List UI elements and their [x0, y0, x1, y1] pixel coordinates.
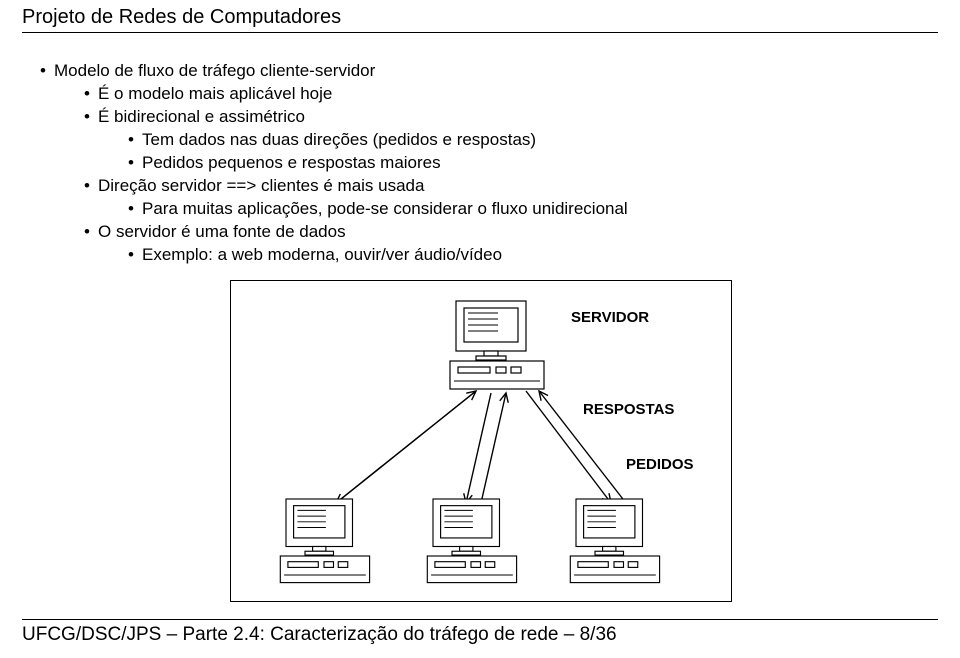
bullet-text: O servidor é uma fonte de dados — [98, 222, 346, 241]
bullet-text: Para muitas aplicações, pode-se consider… — [142, 199, 628, 218]
page-title: Projeto de Redes de Computadores — [22, 6, 938, 33]
footer-text: UFCG/DSC/JPS – Parte 2.4: Caracterização… — [22, 624, 617, 645]
bullet-l1-0: É o modelo mais aplicável hoje — [84, 83, 938, 106]
page-title-text: Projeto de Redes de Computadores — [22, 6, 341, 28]
bullet-text: Direção servidor ==> clientes é mais usa… — [98, 176, 424, 195]
footer: UFCG/DSC/JPS – Parte 2.4: Caracterização… — [22, 619, 938, 646]
bullet-text: Modelo de fluxo de tráfego cliente-servi… — [54, 61, 375, 80]
diagram: SERVIDOR RESPOSTAS PEDIDOS — [230, 280, 732, 602]
bullet-text: Tem dados nas duas direções (pedidos e r… — [142, 130, 536, 149]
bullet-l2-1: Pedidos pequenos e respostas maiores — [128, 152, 938, 175]
bullet-l2-0: Tem dados nas duas direções (pedidos e r… — [128, 129, 938, 152]
bullet-l2-3: Exemplo: a web moderna, ouvir/ver áudio/… — [128, 244, 938, 267]
diagram-svg — [231, 281, 731, 601]
bullet-l1-2: Direção servidor ==> clientes é mais usa… — [84, 175, 938, 221]
content-block: Modelo de fluxo de tráfego cliente-servi… — [22, 60, 938, 266]
bullet-text: Pedidos pequenos e respostas maiores — [142, 153, 441, 172]
bullet-text: É bidirecional e assimétrico — [98, 107, 305, 126]
label-requests: PEDIDOS — [626, 456, 694, 473]
bullet-l1-1: É bidirecional e assimétrico Tem dados n… — [84, 106, 938, 175]
bullet-l1-3: O servidor é uma fonte de dados Exemplo:… — [84, 221, 938, 267]
label-responses: RESPOSTAS — [583, 401, 674, 418]
bullet-text: Exemplo: a web moderna, ouvir/ver áudio/… — [142, 245, 502, 264]
bullet-l2-2: Para muitas aplicações, pode-se consider… — [128, 198, 938, 221]
bullet-l0-0: Modelo de fluxo de tráfego cliente-servi… — [40, 60, 938, 266]
bullet-text: É o modelo mais aplicável hoje — [98, 84, 332, 103]
label-server: SERVIDOR — [571, 309, 649, 326]
